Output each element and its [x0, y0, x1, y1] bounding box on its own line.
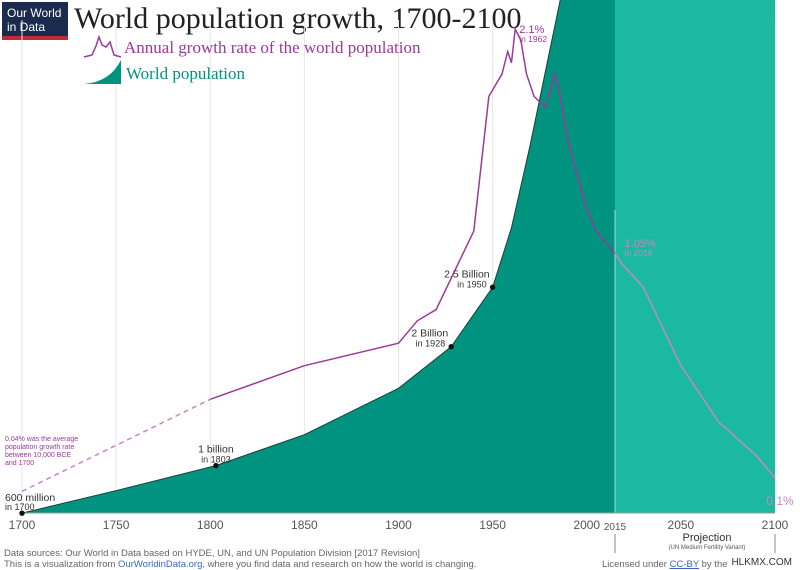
growth-rate-line — [209, 26, 616, 401]
license-post: by the au — [699, 559, 741, 570]
population-label-year: in 1700 — [5, 502, 35, 512]
growth-rate-line-projection — [614, 253, 776, 479]
x-tick-label: 2100 — [762, 518, 789, 532]
chart-title: World population growth, 1700-2100 — [74, 2, 522, 35]
population-area-historic — [22, 0, 615, 514]
rate-label: 2.1% — [519, 24, 544, 36]
population-label-year: in 1950 — [457, 279, 487, 289]
rate-label: 0.1% — [766, 494, 794, 508]
x-tick-label: 2050 — [668, 518, 695, 532]
owid-logo: Our World in Data — [2, 2, 68, 40]
rate-label: 1.05% — [625, 238, 656, 250]
population-point — [448, 344, 454, 350]
legend-population-icon — [84, 60, 121, 84]
x-tick-label-2015: 2015 — [604, 522, 627, 533]
owid-link[interactable]: OurWorldinData.org — [118, 559, 203, 570]
population-label: 600 million — [5, 492, 55, 504]
license-pre: Licensed under — [602, 559, 670, 570]
logo-line-2: in Data — [7, 20, 46, 34]
rate-note-line: and 1700 — [5, 460, 34, 467]
x-tick-label: 1700 — [9, 518, 36, 532]
population-area-projection — [614, 0, 775, 513]
population-point — [19, 510, 25, 516]
data-sources-note: Data sources: Our World in Data based on… — [4, 548, 420, 559]
vis-note-post: , where you find data and research on ho… — [202, 559, 477, 570]
x-tick-label: 1950 — [479, 518, 506, 532]
population-point — [489, 284, 496, 290]
x-tick-label: 1750 — [103, 518, 130, 532]
rate-note-line: 0.04% was the average — [5, 436, 78, 443]
legend-growth-rate: Annual growth rate of the world populati… — [124, 38, 421, 57]
growth-rate-line-dashed — [21, 398, 211, 492]
license-note: Licensed under CC-BY by the au — [602, 559, 741, 570]
rate-label-year: in 2019 — [625, 248, 653, 258]
population-label-year: in 1803 — [201, 455, 231, 465]
rate-note-line: between 10,000 BCE — [5, 452, 71, 459]
population-label: 1 billion — [198, 444, 234, 456]
x-tick-label: 2000 — [573, 518, 600, 532]
population-label: 2.5 Billion — [444, 268, 490, 280]
rate-label-year: in 1962 — [519, 34, 547, 44]
projection-label: Projection — [683, 532, 732, 544]
vis-note-pre: This is a visualization from — [4, 559, 119, 570]
cc-by-link[interactable]: CC-BY — [669, 559, 699, 570]
projection-bracket — [614, 534, 776, 553]
x-tick-label: 1850 — [291, 518, 318, 532]
visualization-note: This is a visualization from OurWorldinD… — [4, 559, 476, 570]
legend-world-population: World population — [126, 64, 246, 83]
logo-line-1: Our World — [7, 6, 62, 20]
x-tick-label: 1800 — [197, 518, 224, 532]
rate-note-line: population growth rate — [5, 444, 74, 451]
legend-growth-rate-icon — [83, 34, 122, 58]
population-line — [21, 0, 561, 514]
x-tick-label: 1900 — [385, 518, 412, 532]
population-label-year: in 1928 — [416, 339, 446, 349]
population-point — [213, 462, 219, 469]
population-label: 2 Billion — [411, 328, 448, 340]
watermark-credit: HLKMX.COM — [729, 557, 794, 568]
projection-sublabel: (UN Medium Fertility Variant) — [669, 545, 746, 551]
